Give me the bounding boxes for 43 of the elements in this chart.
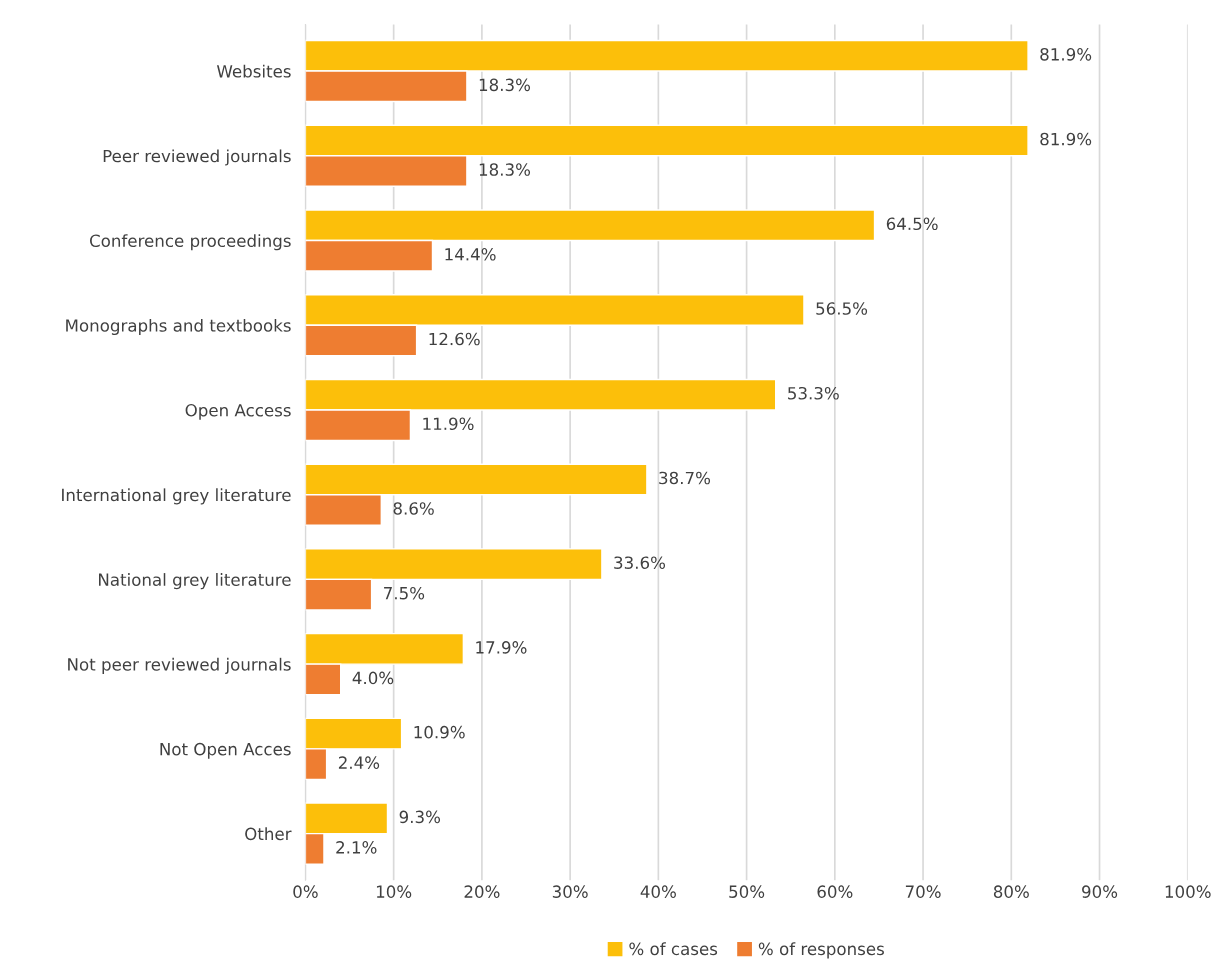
x-tick-label: 90% [1082,885,1118,898]
data-label: 18.3% [479,163,531,176]
y-tick-label: Websites [216,64,291,78]
data-label: 33.6% [614,556,666,569]
y-tick-label: Not peer reviewed journals [68,657,291,674]
y-tick-label: Conference proceedings [89,234,291,251]
x-tick-label: 30% [552,885,588,898]
x-tick-label: 10% [376,885,412,898]
x-tick-label: 0% [293,885,318,898]
data-label: 81.9% [1040,48,1092,61]
data-label: 56.5% [816,302,868,315]
data-label: 9.3% [399,810,441,824]
data-label: 12.6% [429,332,480,346]
data-label: 18.3% [479,78,531,92]
data-label: 14.4% [445,247,496,261]
data-label: 8.6% [393,502,434,515]
x-tick-label: 40% [640,885,676,898]
y-tick-label: Peer reviewed journals [103,149,291,166]
data-label: 38.7% [659,471,711,485]
data-label: 11.9% [423,417,474,431]
data-label: 2.1% [336,841,377,854]
y-tick-label: National grey literature [99,573,291,590]
data-label: 64.5% [886,217,938,231]
data-label: 53.3% [788,386,839,400]
y-tick-label: Not Open Acces [160,742,291,759]
y-tick-label: Monographs and textbooks [66,318,291,336]
data-label: 81.9% [1040,132,1092,146]
x-tick-label: 80% [993,885,1029,898]
x-tick-label: 70% [905,885,941,898]
legend-label: % of responses [758,942,884,959]
data-label: 17.9% [476,641,527,654]
x-tick-label: 50% [729,885,765,898]
y-tick-label: Open Access [185,403,291,420]
data-label: 10.9% [414,725,465,739]
data-label: 4.0% [352,671,394,685]
legend-label: % of cases [629,942,718,956]
y-tick-label: International grey literature [62,488,291,505]
y-tick-label: Other [245,827,292,841]
data-label: 2.4% [338,756,380,769]
x-tick-label: 100% [1165,885,1211,898]
data-label: 7.5% [384,586,425,600]
x-tick-label: 20% [464,885,500,898]
x-tick-label: 60% [817,885,853,898]
